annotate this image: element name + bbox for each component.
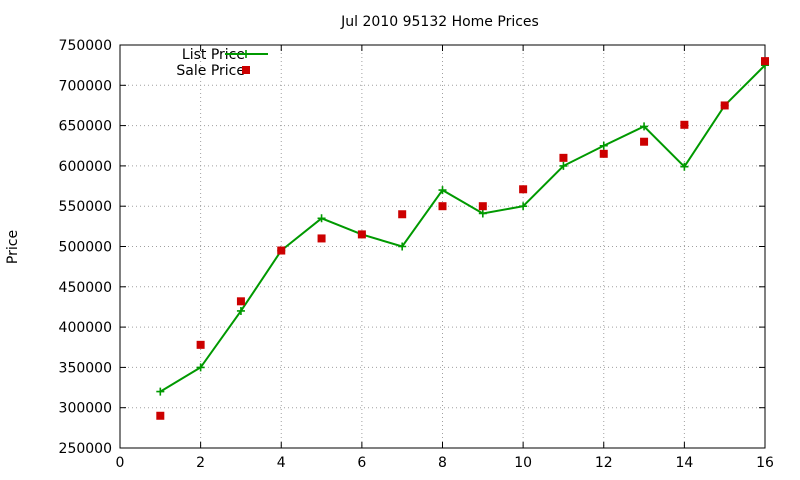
series-sale-price <box>156 57 769 420</box>
series-list-price <box>156 61 769 396</box>
list-price-point <box>519 202 528 211</box>
sale-price-point <box>720 101 729 110</box>
list-price-point <box>680 162 689 171</box>
list-price-point <box>236 306 245 315</box>
x-tick-label: 16 <box>756 455 774 471</box>
y-tick-label: 450000 <box>59 280 112 296</box>
x-tick-label: 0 <box>116 455 125 471</box>
sale-price-point <box>478 202 487 211</box>
x-tick-label: 6 <box>357 455 366 471</box>
sale-price-point <box>559 153 568 162</box>
x-tick-label: 10 <box>514 455 532 471</box>
sale-price-point <box>761 57 769 66</box>
y-tick-label: 350000 <box>59 360 112 376</box>
y-tick-label: 600000 <box>59 159 112 175</box>
sale-price-point <box>236 297 245 306</box>
sale-price-point <box>599 149 608 158</box>
sale-price-point <box>640 137 649 146</box>
list-price-point <box>640 122 649 131</box>
y-tick-label: 700000 <box>59 78 112 94</box>
sale-price-point <box>196 340 205 349</box>
sale-price-point <box>519 185 528 194</box>
sale-price-point <box>398 210 407 219</box>
legend-label: List Price <box>182 47 245 63</box>
y-tick-label: 400000 <box>59 320 112 336</box>
series <box>156 57 769 420</box>
legend-label: Sale Price <box>176 63 245 79</box>
x-tick-label: 2 <box>196 455 205 471</box>
x-tick-label: 14 <box>675 455 693 471</box>
list-price-point <box>599 141 608 150</box>
x-tick-label: 12 <box>595 455 613 471</box>
sale-price-point <box>277 246 286 255</box>
axis-ticks: 0 2 4 6 8 10 12 14 16 250000 300000 350000 400000 450… <box>59 38 774 471</box>
list-price-point <box>438 186 447 195</box>
list-price-point <box>156 387 165 396</box>
y-tick-label: 650000 <box>59 119 112 135</box>
legend-square-marker <box>242 66 250 74</box>
list-price-point <box>398 242 407 251</box>
legend-plus-marker <box>242 50 250 58</box>
y-tick-label: 550000 <box>59 199 112 215</box>
list-price-point <box>317 214 326 223</box>
y-tick-label: 250000 <box>59 441 112 457</box>
sale-price-point <box>680 120 689 129</box>
x-tick-label: 4 <box>277 455 286 471</box>
sale-price-point <box>357 230 366 239</box>
y-tick-label: 500000 <box>59 240 112 256</box>
list-price-line <box>159 64 766 393</box>
sale-price-point <box>438 202 447 211</box>
x-tick-label: 8 <box>438 455 447 471</box>
y-tick-label: 750000 <box>59 38 112 54</box>
grid <box>120 45 765 448</box>
list-price-point <box>478 209 487 218</box>
y-axis-label: Price <box>5 230 21 264</box>
sale-price-point <box>317 234 326 243</box>
chart-title: Jul 2010 95132 Home Prices <box>340 14 539 30</box>
list-price-point <box>559 161 568 170</box>
y-tick-label: 300000 <box>59 401 112 417</box>
list-price-point <box>196 363 205 372</box>
sale-price-point <box>156 411 165 420</box>
